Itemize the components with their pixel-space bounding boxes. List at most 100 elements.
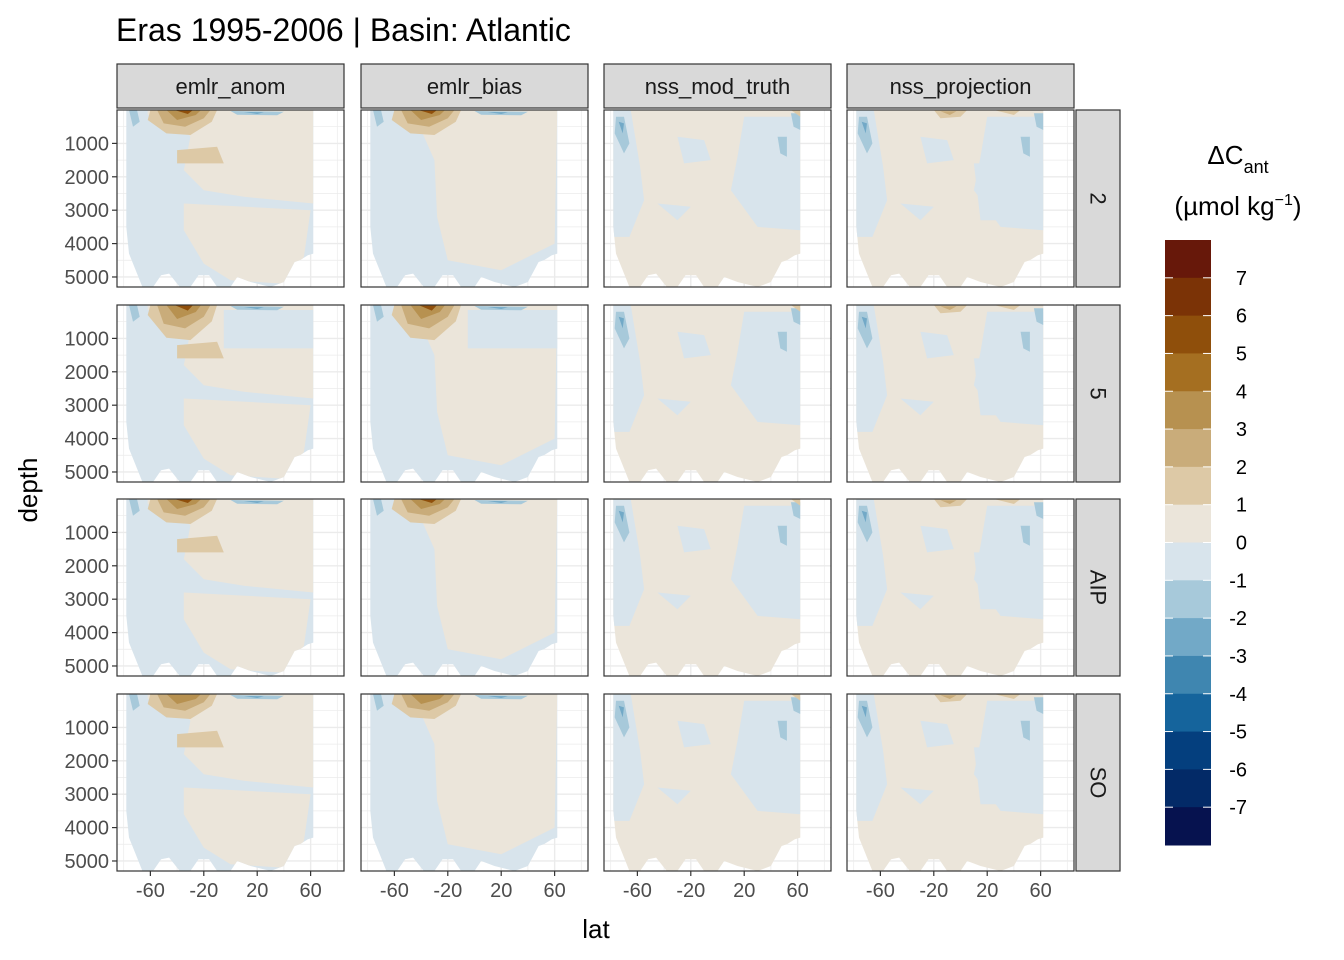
strip-label: AIP: [1086, 570, 1111, 605]
contour-region: [487, 307, 508, 309]
contour-region: [790, 110, 801, 117]
contour-region: [129, 110, 140, 127]
contour-region: [861, 316, 867, 329]
contour-region: [973, 358, 1044, 416]
contour-region: [243, 696, 264, 698]
contour-region: [410, 499, 446, 509]
contour-region: [993, 694, 1021, 699]
panel-border: [846, 498, 1075, 677]
y-tick-label: 2000: [65, 556, 110, 578]
contour-region: [618, 705, 624, 718]
contour-field: [126, 305, 314, 482]
legend-swatch: [1165, 580, 1211, 619]
y-tick-label: 5000: [65, 656, 110, 678]
contour-region: [183, 592, 311, 673]
y-tick-label: 4000: [65, 429, 110, 451]
contour-region: [920, 720, 954, 748]
strip-background: [1075, 109, 1121, 288]
contour-region: [790, 502, 801, 519]
contour-field: [370, 499, 558, 676]
contour-region: [243, 307, 264, 309]
contour-region: [243, 112, 264, 114]
contour-region: [657, 787, 691, 805]
contour-region: [157, 110, 211, 127]
contour-region: [487, 112, 508, 114]
panel-border: [360, 693, 589, 872]
contour-region: [857, 505, 873, 543]
panel-emlr_anom-SO: [116, 693, 345, 872]
x-tick-label: 20: [733, 880, 755, 902]
legend-swatch: [1165, 542, 1211, 581]
contour-region: [183, 787, 311, 868]
chart-title: Eras 1995-2006 | Basin: Atlantic: [116, 12, 571, 48]
x-tick-label: 60: [299, 880, 321, 902]
y-tick-label: 4000: [65, 234, 110, 256]
contour-region: [177, 146, 224, 164]
x-tick-label: 60: [1029, 880, 1051, 902]
contour-region: [973, 163, 1044, 221]
x-tick-label: -60: [866, 880, 895, 902]
contour-field: [370, 110, 558, 287]
legend-label: -6: [1229, 759, 1247, 781]
contour-region: [993, 499, 1021, 504]
contour-region: [677, 136, 711, 164]
legend-label: -5: [1229, 722, 1247, 744]
contour-region: [614, 116, 630, 154]
legend-label: -7: [1229, 797, 1247, 819]
y-axis-ticks: 1000 2000 3000 4000 5000 1000 2000 3000 4000 5000…: [65, 133, 117, 873]
contour-region: [129, 305, 140, 322]
x-tick-label: 60: [543, 880, 565, 902]
contour-region: [1033, 308, 1044, 325]
panel-nss_projection-AIP: [846, 498, 1075, 677]
strip-background: [846, 63, 1075, 109]
strip-label: nss_projection: [890, 74, 1032, 99]
y-axis-label: depth: [13, 457, 43, 522]
panel-nss_mod_truth-SO: [603, 693, 832, 872]
contour-region: [657, 203, 691, 221]
panel-emlr_bias-2: [360, 109, 589, 288]
x-tick-label: -60: [623, 880, 652, 902]
strip-row-5: 5: [1075, 304, 1121, 483]
y-tick-label: 1000: [65, 522, 110, 544]
contour-region: [677, 525, 711, 553]
panel-nss_mod_truth-2: [603, 109, 832, 288]
contour-region: [940, 111, 957, 115]
strip-background: [1075, 693, 1121, 872]
contour-region: [418, 305, 438, 311]
contour-region: [129, 499, 140, 516]
strip-label: nss_mod_truth: [645, 74, 791, 99]
contour-region: [677, 331, 711, 359]
legend-label: 1: [1236, 495, 1247, 517]
contour-field: [370, 694, 558, 871]
contour-region: [940, 306, 957, 310]
contour-region: [410, 110, 446, 120]
contour-region: [157, 305, 211, 329]
contour-region: [410, 305, 446, 319]
panel-border: [846, 693, 1075, 872]
contour-field: [613, 305, 801, 482]
contour-region: [373, 305, 384, 322]
facet-panels: [116, 109, 1075, 872]
x-axis-ticks: -60 -20 20 60 -60 -20 20 60 -60 -20 20 60 -60 -20 20 60: [136, 871, 1052, 902]
contour-region: [129, 694, 140, 711]
contour-region: [401, 694, 455, 711]
panel-border: [603, 109, 832, 288]
legend-units: (µmol kg−1): [1174, 191, 1301, 221]
panel-border: [603, 304, 832, 483]
contour-region: [657, 592, 691, 610]
panel-border: [360, 109, 589, 288]
y-tick-label: 5000: [65, 462, 110, 484]
legend-label: 2: [1236, 457, 1247, 479]
legend-swatch: [1165, 240, 1211, 279]
contour-region: [861, 121, 867, 134]
strip-background: [116, 63, 345, 109]
contour-region: [861, 705, 867, 718]
contour-region: [1033, 113, 1044, 130]
panel-border: [846, 109, 1075, 288]
contour-region: [467, 310, 558, 349]
panel-emlr_anom-AIP: [116, 498, 345, 677]
x-tick-label: -20: [919, 880, 948, 902]
legend-label: -2: [1229, 608, 1247, 630]
panel-border: [360, 304, 589, 483]
legend-swatch: [1165, 731, 1211, 770]
